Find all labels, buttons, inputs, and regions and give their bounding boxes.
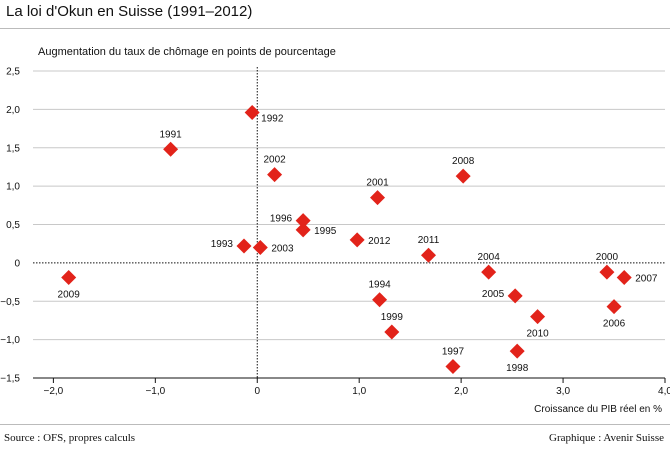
x-tick-label: 3,0 <box>556 386 570 397</box>
point-label-1994: 1994 <box>368 280 391 291</box>
x-tick-label: 0 <box>254 386 260 397</box>
y-tick-label: 1,5 <box>6 143 20 154</box>
data-point-1998 <box>509 343 525 359</box>
point-label-2009: 2009 <box>58 289 81 300</box>
point-label-1991: 1991 <box>159 129 182 140</box>
data-point-1999 <box>384 324 400 340</box>
data-point-2006 <box>606 299 622 315</box>
point-label-2012: 2012 <box>368 236 391 247</box>
chart-title: La loi d'Okun en Suisse (1991–2012) <box>6 3 253 20</box>
title-divider <box>0 28 670 29</box>
data-point-2000 <box>599 264 615 280</box>
data-point-2001 <box>370 190 386 206</box>
data-point-1997 <box>445 358 461 374</box>
footer-divider <box>0 424 670 425</box>
point-label-2002: 2002 <box>263 155 286 166</box>
y-tick-label: 2,5 <box>6 67 20 78</box>
point-label-1998: 1998 <box>506 363 529 374</box>
x-tick-label: −2,0 <box>44 386 64 397</box>
tick-labels: 2,5 2,0 1,5 1,0 0,5 0 −0,5 −1,0 −1,5 −2,0 −1,0 0 1,0… <box>0 67 670 398</box>
x-tick-label: 2,0 <box>454 386 468 397</box>
source-note: Source : OFS, propres calculs <box>4 432 136 444</box>
y-tick-label: 0 <box>14 258 20 269</box>
x-tick-label: 1,0 <box>352 386 366 397</box>
data-point-2007 <box>616 269 632 285</box>
data-point-2008 <box>455 168 471 184</box>
y-axis-label: Augmentation du taux de chômage en point… <box>38 46 336 58</box>
y-tick-label: −0,5 <box>0 297 20 308</box>
data-points: 1991 1992 1993 1994 1995 1996 1997 1998 1999 2000… <box>58 104 658 374</box>
data-point-1995 <box>295 222 311 238</box>
point-label-1995: 1995 <box>314 226 337 237</box>
point-label-2003: 2003 <box>271 244 294 255</box>
axes <box>33 67 666 383</box>
y-tick-label: −1,0 <box>0 335 20 346</box>
y-tick-label: −1,5 <box>0 374 20 385</box>
data-point-2011 <box>421 247 437 263</box>
data-point-1991 <box>163 141 179 157</box>
data-point-2012 <box>349 232 365 248</box>
point-label-1996: 1996 <box>270 214 293 225</box>
data-point-2003 <box>252 240 268 256</box>
point-label-2006: 2006 <box>603 319 626 330</box>
data-point-2009 <box>61 269 77 285</box>
point-label-1993: 1993 <box>211 239 234 250</box>
data-point-1994 <box>372 292 388 308</box>
y-tick-label: 0,5 <box>6 220 20 231</box>
point-label-1992: 1992 <box>261 113 284 124</box>
gridlines <box>33 70 665 341</box>
point-label-2010: 2010 <box>526 329 549 340</box>
point-label-2001: 2001 <box>366 178 389 189</box>
point-label-2004: 2004 <box>478 252 501 263</box>
point-label-2007: 2007 <box>635 273 658 284</box>
data-point-2010 <box>530 309 546 325</box>
point-label-2008: 2008 <box>452 156 475 167</box>
point-label-1999: 1999 <box>381 312 404 323</box>
point-label-2005: 2005 <box>482 289 505 300</box>
data-point-2005 <box>507 288 523 304</box>
y-tick-label: 1,0 <box>6 182 20 193</box>
point-label-2011: 2011 <box>418 235 440 246</box>
x-tick-label: 4,0 <box>658 386 670 397</box>
graphic-credit: Graphique : Avenir Suisse <box>549 432 664 444</box>
data-point-1993 <box>236 238 252 254</box>
data-point-2002 <box>267 167 283 183</box>
data-point-2004 <box>481 264 497 280</box>
x-axis-label: Croissance du PIB réel en % <box>534 404 662 415</box>
y-tick-label: 2,0 <box>6 105 20 116</box>
point-label-2000: 2000 <box>596 252 619 263</box>
point-label-1997: 1997 <box>442 346 465 357</box>
x-tick-label: −1,0 <box>145 386 165 397</box>
data-point-1992 <box>244 104 260 120</box>
data-point-1996 <box>295 213 311 229</box>
